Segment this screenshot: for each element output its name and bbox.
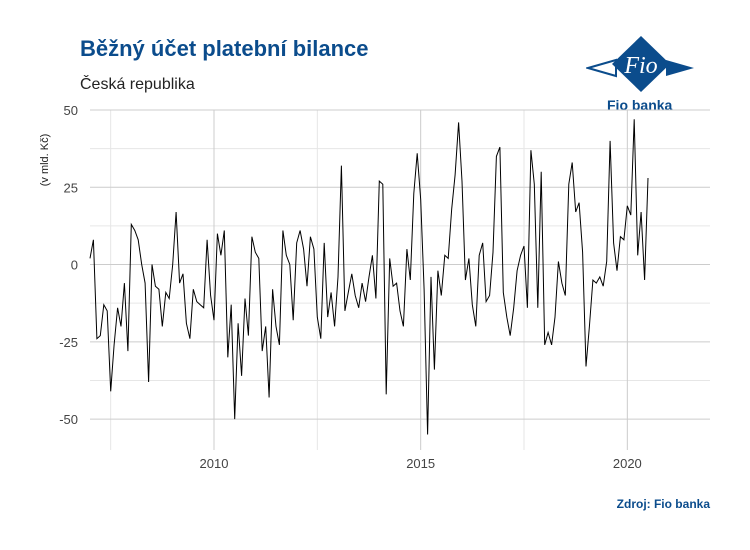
x-tick-label: 2020 bbox=[613, 456, 642, 471]
logo-mark-text: Fio bbox=[623, 53, 657, 79]
chart-title: Běžný účet platební bilance bbox=[80, 36, 369, 61]
y-tick-label: -50 bbox=[59, 412, 78, 427]
y-tick-label: 0 bbox=[71, 258, 78, 273]
chart-subtitle: Česká republika bbox=[80, 76, 195, 93]
fio-logo-icon: Fio bbox=[586, 36, 694, 92]
series-line bbox=[89, 119, 649, 435]
y-axis-label: (v mld. Kč) bbox=[39, 134, 51, 187]
y-tick-label: -25 bbox=[59, 335, 78, 350]
logo-text: Fio banka bbox=[607, 97, 673, 113]
y-tick-label: 25 bbox=[64, 180, 78, 195]
x-tick-label: 2015 bbox=[406, 456, 435, 471]
source-note: Zdroj: Fio banka bbox=[616, 497, 710, 511]
y-tick-label: 50 bbox=[64, 103, 78, 118]
x-tick-label: 2010 bbox=[200, 456, 229, 471]
